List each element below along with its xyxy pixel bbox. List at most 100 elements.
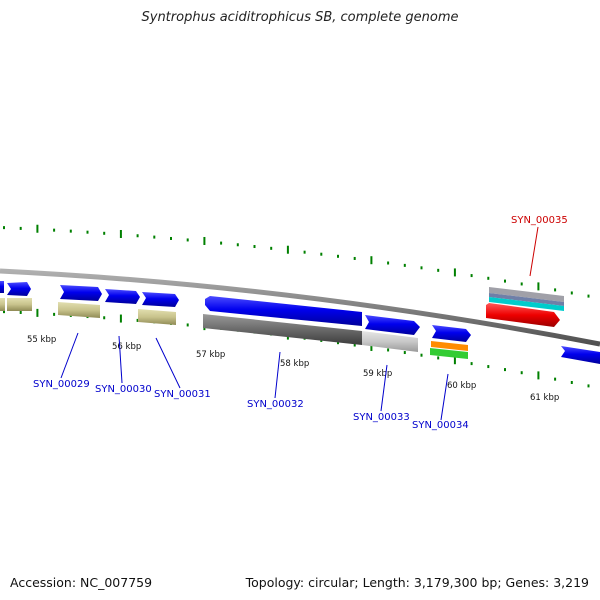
scale-label: 56 kbp bbox=[112, 342, 141, 352]
scale-tick bbox=[337, 341, 339, 345]
syn-00034-features bbox=[430, 341, 468, 359]
cds-box[interactable] bbox=[7, 298, 32, 311]
gene-label-syn-00032[interactable]: SYN_00032 bbox=[247, 399, 304, 410]
gene-label-syn-00033[interactable]: SYN_00033 bbox=[353, 412, 410, 423]
scale-tick bbox=[487, 276, 490, 280]
scale-tick bbox=[587, 384, 590, 388]
gray-stripe-bar[interactable] bbox=[489, 287, 564, 302]
scale-tick bbox=[286, 245, 289, 254]
scale-tick bbox=[186, 238, 189, 242]
gene-arrow[interactable] bbox=[60, 285, 102, 301]
gene-arrow[interactable] bbox=[365, 315, 420, 335]
gene-label-syn-00029[interactable]: SYN_00029 bbox=[33, 379, 90, 390]
green-feature-bar[interactable] bbox=[430, 348, 468, 359]
scale-tick bbox=[103, 231, 106, 235]
scale-tick bbox=[136, 318, 139, 322]
scale-tick bbox=[353, 256, 356, 260]
scale-tick bbox=[119, 314, 122, 323]
gene-label-syn-00035[interactable]: SYN_00035 bbox=[511, 215, 568, 226]
scale-tick bbox=[470, 274, 473, 278]
gene-arrow[interactable] bbox=[432, 325, 471, 342]
leader-line bbox=[529, 226, 539, 277]
scale-tick bbox=[554, 377, 557, 381]
gene-label-syn-00034[interactable]: SYN_00034 bbox=[412, 420, 469, 431]
light-gray-feature-bar[interactable] bbox=[362, 331, 418, 352]
red-gene-arrow[interactable] bbox=[486, 303, 560, 327]
scale-tick bbox=[253, 245, 256, 249]
scale-label: 60 kbp bbox=[447, 381, 476, 391]
gene-arrow[interactable] bbox=[205, 296, 362, 326]
scale-tick bbox=[19, 226, 22, 230]
upper-tick-row bbox=[3, 224, 590, 298]
scale-tick bbox=[537, 371, 540, 380]
scale-tick bbox=[337, 254, 339, 258]
leader-line bbox=[380, 364, 388, 412]
leader-line bbox=[118, 335, 123, 384]
scale-label: 61 kbp bbox=[530, 393, 559, 403]
scale-label: 57 kbp bbox=[196, 350, 225, 360]
syn-00035-features bbox=[486, 287, 564, 327]
scale-label: 59 kbp bbox=[363, 369, 392, 379]
scale-tick bbox=[470, 362, 473, 366]
gene-arrow[interactable] bbox=[105, 289, 140, 304]
genome-backbone bbox=[0, 268, 600, 347]
leader-line bbox=[440, 373, 449, 421]
scale-tick bbox=[554, 288, 557, 292]
orange-feature-bar[interactable] bbox=[431, 341, 468, 351]
scale-tick bbox=[537, 282, 540, 291]
scale-tick bbox=[36, 224, 39, 233]
scale-tick bbox=[504, 368, 506, 372]
scale-tick bbox=[220, 241, 223, 245]
scale-tick bbox=[370, 342, 373, 351]
gene-label-syn-00030[interactable]: SYN_00030 bbox=[95, 384, 152, 395]
scale-tick bbox=[370, 256, 373, 265]
scale-tick bbox=[86, 230, 89, 234]
gene-labels: SYN_00029 SYN_00030 SYN_00031 SYN_00032 … bbox=[33, 215, 568, 431]
gray-feature-bar[interactable] bbox=[203, 314, 362, 345]
cds-box[interactable] bbox=[138, 309, 176, 325]
scale-tick bbox=[3, 310, 5, 314]
gene-arrow[interactable] bbox=[7, 282, 31, 296]
scale-tick bbox=[203, 236, 206, 245]
genome-summary-label: Topology: circular; Length: 3,179,300 bp… bbox=[245, 575, 589, 590]
scale-tick bbox=[270, 246, 273, 250]
leader-line bbox=[155, 337, 181, 389]
forward-gene-arrows bbox=[0, 281, 600, 364]
leader-line bbox=[274, 351, 281, 399]
scale-tick bbox=[570, 291, 573, 295]
blue-gray-stripe-bar[interactable] bbox=[489, 293, 564, 306]
cds-box[interactable] bbox=[0, 298, 5, 311]
scale-tick bbox=[437, 356, 440, 360]
cyan-stripe-bar[interactable] bbox=[489, 297, 564, 311]
scale-tick bbox=[520, 371, 523, 375]
scale-tick bbox=[520, 282, 523, 286]
scale-label: 55 kbp bbox=[27, 335, 56, 345]
scale-tick bbox=[236, 243, 239, 247]
scale-label: 58 kbp bbox=[280, 359, 309, 369]
scale-tick bbox=[387, 261, 390, 265]
scale-tick bbox=[353, 343, 356, 347]
scale-tick bbox=[420, 266, 423, 270]
genome-title: Syntrophus aciditrophicus SB, complete g… bbox=[141, 10, 459, 25]
scale-tick bbox=[487, 365, 490, 369]
gene-arrow[interactable] bbox=[142, 292, 179, 307]
scale-tick bbox=[403, 263, 406, 267]
scale-tick bbox=[570, 380, 573, 384]
scale-tick bbox=[303, 250, 306, 254]
gene-arrow[interactable] bbox=[561, 346, 600, 364]
scale-tick bbox=[504, 279, 506, 283]
gene-label-syn-00031[interactable]: SYN_00031 bbox=[154, 389, 211, 400]
gray-features bbox=[203, 314, 418, 352]
scale-tick bbox=[53, 228, 56, 232]
scale-tick bbox=[587, 294, 590, 298]
scale-tick bbox=[103, 316, 106, 320]
scale-tick bbox=[153, 235, 156, 239]
lower-tick-row bbox=[3, 308, 590, 388]
scale-tick bbox=[53, 312, 56, 316]
scale-tick bbox=[136, 234, 139, 238]
scale-tick bbox=[403, 351, 406, 355]
gene-arrow[interactable] bbox=[0, 281, 4, 293]
cds-box[interactable] bbox=[58, 302, 100, 318]
